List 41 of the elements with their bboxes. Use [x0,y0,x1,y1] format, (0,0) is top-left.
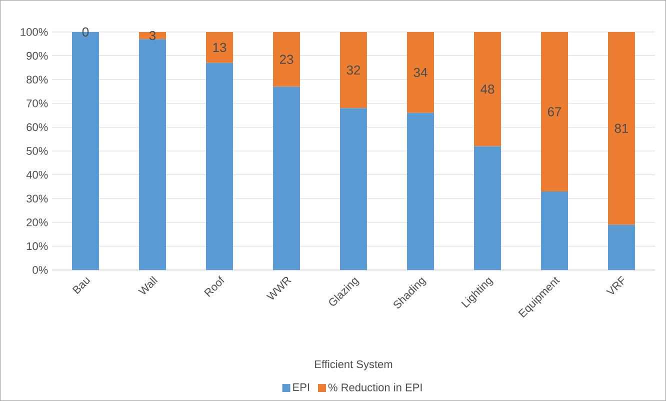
bar [340,108,368,270]
bar [407,32,434,113]
y-tick-label: 20% [26,218,48,226]
data-label: 34 [414,68,428,78]
data-label: 32 [346,65,360,75]
data-label: 67 [548,107,562,116]
legend-label: EPI [293,383,309,391]
bar [273,86,300,270]
y-tick-label: 0% [32,266,48,274]
y-tick-label: 50% [26,147,48,155]
data-label: 13 [213,42,226,52]
bar [474,146,501,270]
y-tick-label: 70% [26,100,48,108]
y-tick-label: 30% [26,194,48,202]
data-label: 81 [614,124,628,133]
bar [206,32,234,63]
y-tick-label: 60% [26,123,48,132]
x-tick-label: Bau [72,277,90,294]
bar [474,32,501,146]
bar [608,32,635,225]
y-tick-label: 10% [26,242,48,250]
x-tick-label: VRF [606,276,624,294]
data-label: 23 [280,54,294,64]
bar [206,62,234,270]
bar [541,191,568,270]
data-label: 3 [149,30,156,40]
y-tick-label: 90% [26,52,48,60]
legend-label: % Reduction in EPI [328,383,422,392]
y-tick-label: 40% [26,170,48,179]
bar [608,224,635,270]
bar [273,32,300,87]
y-tick-label: 80% [26,76,48,84]
bar [139,32,166,40]
bar [541,32,568,192]
bar [407,112,434,270]
y-tick-label: 100% [20,28,48,36]
bar [139,39,166,270]
bar [340,32,368,108]
x-tick-label: Wall [138,276,158,294]
x-axis-title: Efficient System [315,360,392,370]
data-label: 48 [480,84,494,94]
